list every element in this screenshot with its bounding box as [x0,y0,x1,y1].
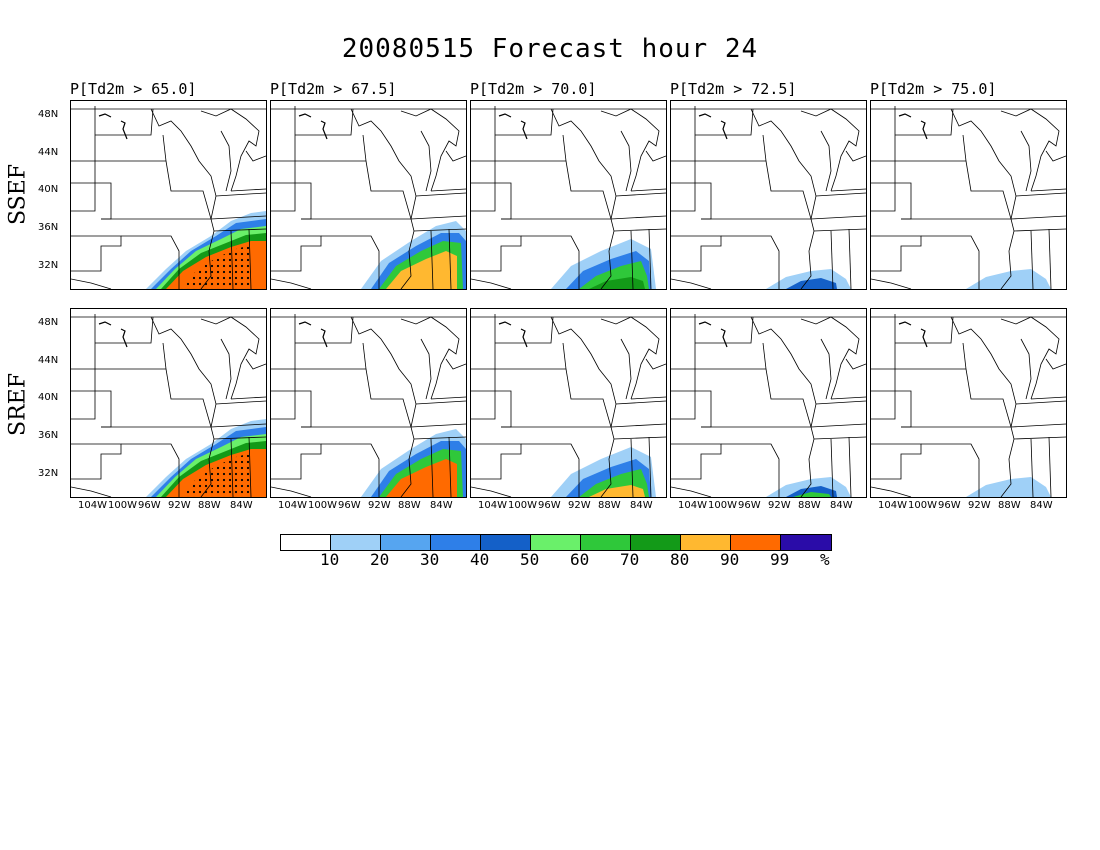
lon-label: 100W [508,500,537,511]
colorbar-label: % [820,550,830,569]
lon-label: 88W [198,500,221,511]
lon-label: 92W [968,500,991,511]
lon-label: 96W [738,500,761,511]
map-panel-ssef-1 [270,100,467,290]
lon-label: 100W [708,500,737,511]
map-panel-sref-1 [270,308,467,498]
colorbar-label: 70 [620,550,640,569]
colorbar-swatch [631,535,681,550]
lat-label: 48N [38,109,59,120]
lon-label: 96W [138,500,161,511]
colorbar-label: 10 [320,550,340,569]
lon-label: 84W [230,500,253,511]
lon-label: 104W [78,500,107,511]
map-panel-ssef-0 [70,100,267,290]
lon-label: 84W [630,500,653,511]
map-panel-sref-3 [670,308,867,498]
lon-label: 92W [368,500,391,511]
colorbar-swatch [531,535,581,550]
lat-label: 32N [38,468,59,479]
colorbar-swatch [681,535,731,550]
lon-label: 92W [768,500,791,511]
lat-label: 40N [38,184,59,195]
lat-label: 32N [38,260,59,271]
colorbar-label: 20 [370,550,390,569]
colorbar [280,534,832,551]
colorbar-label: 99 [770,550,790,569]
colorbar-swatch [481,535,531,550]
map-panel-ssef-4 [870,100,1067,290]
colorbar-label: 30 [420,550,440,569]
figure-title: 20080515 Forecast hour 24 [341,34,759,64]
lat-label: 48N [38,317,59,328]
colorbar-label: 50 [520,550,540,569]
lon-label: 88W [798,500,821,511]
lon-label: 88W [998,500,1021,511]
panel-header-67-5: P[Td2m > 67.5] [270,80,397,98]
lon-label: 88W [598,500,621,511]
row-label-sref: SREF [5,373,31,436]
colorbar-label: 60 [570,550,590,569]
lon-label: 100W [108,500,137,511]
lon-label: 100W [308,500,337,511]
lon-label: 84W [1030,500,1053,511]
panel-header-65: P[Td2m > 65.0] [70,80,197,98]
panel-header-72-5: P[Td2m > 72.5] [670,80,797,98]
map-panel-sref-2 [470,308,667,498]
lon-label: 104W [478,500,507,511]
lon-label: 88W [398,500,421,511]
colorbar-swatch [331,535,381,550]
lon-label: 96W [338,500,361,511]
lat-label: 36N [38,222,59,233]
map-panel-ssef-3 [670,100,867,290]
row-label-ssef: SSEF [5,163,31,226]
lon-label: 92W [168,500,191,511]
lat-label: 36N [38,430,59,441]
colorbar-label: 80 [670,550,690,569]
map-panel-sref-0 [70,308,267,498]
map-panel-ssef-2 [470,100,667,290]
colorbar-swatch [731,535,781,550]
lon-label: 104W [678,500,707,511]
lon-label: 84W [830,500,853,511]
panel-header-75: P[Td2m > 75.0] [870,80,997,98]
lat-label: 44N [38,355,59,366]
lon-label: 92W [568,500,591,511]
colorbar-swatch [581,535,631,550]
colorbar-swatch [281,535,331,550]
colorbar-label: 40 [470,550,490,569]
colorbar-swatch [381,535,431,550]
colorbar-swatch [781,535,831,550]
lon-label: 104W [278,500,307,511]
lon-label: 96W [538,500,561,511]
lon-label: 84W [430,500,453,511]
lat-label: 44N [38,147,59,158]
colorbar-label: 90 [720,550,740,569]
panel-header-70: P[Td2m > 70.0] [470,80,597,98]
colorbar-swatch [431,535,481,550]
lat-label: 40N [38,392,59,403]
map-panel-sref-4 [870,308,1067,498]
lon-label: 104W [878,500,907,511]
lon-label: 100W [908,500,937,511]
lon-label: 96W [938,500,961,511]
